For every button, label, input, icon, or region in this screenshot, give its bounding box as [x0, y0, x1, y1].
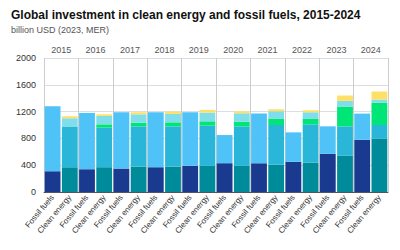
svg-text:2000: 2000 — [16, 53, 36, 63]
svg-text:Clean energy: Clean energy — [242, 193, 280, 236]
svg-text:Fossil fuels: Fossil fuels — [333, 193, 366, 230]
svg-text:Fossil fuels: Fossil fuels — [264, 193, 297, 230]
svg-text:2023: 2023 — [326, 45, 346, 55]
svg-text:Fossil fuels: Fossil fuels — [92, 193, 125, 230]
svg-text:1200: 1200 — [16, 107, 36, 117]
svg-text:Clean energy: Clean energy — [173, 193, 211, 236]
svg-text:2015: 2015 — [51, 45, 71, 55]
svg-text:2022: 2022 — [292, 45, 312, 55]
svg-text:Clean energy: Clean energy — [207, 193, 246, 236]
svg-text:Clean energy: Clean energy — [276, 193, 314, 236]
svg-text:Clean energy: Clean energy — [104, 193, 142, 236]
svg-text:Fossil fuels: Fossil fuels — [298, 193, 332, 230]
svg-text:Fossil fuels: Fossil fuels — [161, 193, 194, 230]
svg-text:Clean energy: Clean energy — [345, 193, 382, 235]
svg-text:billion USD (2023, MER): billion USD (2023, MER) — [11, 25, 109, 35]
svg-text:2021: 2021 — [258, 45, 278, 55]
svg-text:2017: 2017 — [120, 45, 140, 55]
svg-text:Fossil fuels: Fossil fuels — [23, 193, 56, 230]
svg-text:2020: 2020 — [223, 45, 243, 55]
svg-text:Clean energy: Clean energy — [70, 193, 108, 236]
svg-text:2016: 2016 — [86, 45, 106, 55]
svg-text:Fossil fuels: Fossil fuels — [229, 193, 263, 230]
svg-text:Clean energy: Clean energy — [139, 193, 177, 236]
svg-text:Global investment in clean ene: Global investment in clean energy and fo… — [11, 8, 361, 22]
svg-text:0: 0 — [31, 187, 36, 197]
svg-text:2019: 2019 — [189, 45, 209, 55]
svg-text:Clean energy: Clean energy — [311, 193, 349, 236]
svg-text:400: 400 — [21, 160, 36, 170]
svg-text:Fossil fuels: Fossil fuels — [126, 193, 160, 230]
svg-text:Clean energy: Clean energy — [35, 193, 74, 236]
svg-text:2024: 2024 — [361, 45, 381, 55]
svg-text:800: 800 — [21, 133, 36, 143]
svg-text:1600: 1600 — [16, 80, 36, 90]
svg-text:Fossil fuels: Fossil fuels — [57, 193, 91, 230]
svg-text:Fossil fuels: Fossil fuels — [195, 193, 228, 230]
svg-text:2018: 2018 — [154, 45, 174, 55]
